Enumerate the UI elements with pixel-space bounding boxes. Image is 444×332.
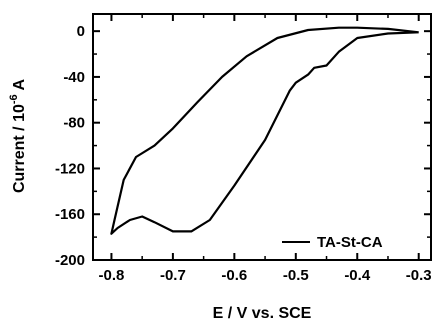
y-axis-label-unit: A xyxy=(11,79,28,95)
x-tick-label: -0.6 xyxy=(221,267,247,284)
y-tick-label: 0 xyxy=(77,23,85,40)
legend-label: TA-St-CA xyxy=(317,234,383,251)
y-axis-label-main: Current / 10 xyxy=(11,104,28,193)
axis-ticks xyxy=(93,14,431,260)
x-tick-label: -0.8 xyxy=(99,267,125,284)
y-tick-label: -200 xyxy=(55,252,85,269)
y-tick-label: -120 xyxy=(55,160,85,177)
x-tick-label: -0.4 xyxy=(344,267,371,284)
y-tick-label: -160 xyxy=(55,206,85,223)
y-axis-label: Current / 10-6 A xyxy=(8,79,28,194)
y-axis-label-exponent: -6 xyxy=(8,94,20,104)
y-tick-labels: 0 -40 -80 -120 -160 -200 xyxy=(55,23,85,269)
x-tick-label: -0.7 xyxy=(160,267,186,284)
x-axis-label: E / V vs. SCE xyxy=(213,305,312,322)
legend: TA-St-CA xyxy=(282,234,383,251)
series-line xyxy=(111,28,418,234)
series-group xyxy=(111,28,418,234)
x-tick-labels: -0.8 -0.7 -0.6 -0.5 -0.4 -0.3 xyxy=(99,267,432,284)
x-tick-label: -0.5 xyxy=(283,267,309,284)
plot-frame xyxy=(93,14,431,260)
y-tick-label: -40 xyxy=(63,69,85,86)
y-tick-label: -80 xyxy=(63,115,85,132)
x-tick-label: -0.3 xyxy=(406,267,432,284)
